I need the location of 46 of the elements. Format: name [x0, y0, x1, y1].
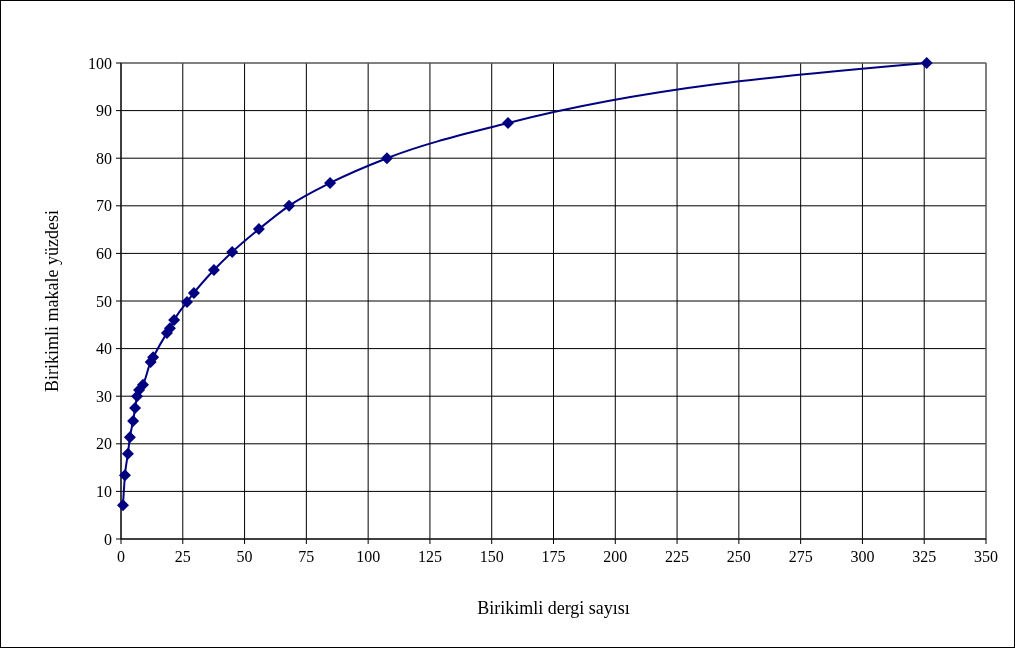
x-tick-label: 175	[541, 548, 566, 565]
point	[137, 378, 149, 391]
y-tick-label: 10	[96, 483, 112, 500]
x-tick-label: 25	[174, 548, 191, 565]
point	[168, 314, 181, 327]
point	[324, 176, 337, 189]
point	[121, 447, 134, 460]
x-tick-label: 0	[117, 548, 125, 565]
y-tick-label: 40	[96, 340, 112, 358]
y-tick-label: 100	[88, 54, 112, 72]
x-tick-label: 100	[356, 548, 381, 565]
point	[180, 295, 193, 308]
y-tick-label: 80	[96, 149, 112, 167]
y-tick-label: 70	[96, 197, 112, 215]
x-tick-label: 275	[788, 548, 813, 565]
point	[207, 264, 220, 277]
y-tick-label: 50	[96, 292, 112, 310]
y-tick-label: 20	[96, 435, 112, 453]
y-tick-label: 60	[96, 245, 112, 262]
point	[116, 499, 129, 512]
x-tick-label: 225	[665, 548, 690, 565]
y-tick-label: 0	[104, 530, 112, 548]
point	[118, 469, 131, 482]
x-tick-label: 350	[974, 548, 998, 565]
point	[226, 245, 239, 258]
point	[283, 199, 296, 212]
point	[380, 152, 393, 165]
point	[252, 223, 265, 236]
x-tick-label: 200	[603, 548, 628, 565]
y-tick-label: 90	[96, 102, 112, 120]
x-tick-label: 325	[912, 548, 937, 565]
x-tick-label: 50	[236, 548, 253, 565]
point	[129, 402, 142, 415]
y-axis-title: Birikimli makale yüzdesi	[42, 210, 62, 392]
point	[920, 57, 933, 69]
x-tick-label: 250	[726, 548, 751, 565]
point	[123, 431, 136, 444]
x-tick-label: 125	[417, 548, 442, 565]
point	[502, 116, 515, 129]
y-tick-label: 30	[96, 387, 112, 405]
point	[187, 286, 200, 299]
x-axis-title: Birikimli dergi sayısı	[477, 598, 630, 618]
x-tick-label: 75	[298, 548, 315, 565]
x-tick-label: 300	[850, 548, 875, 565]
x-tick-label: 150	[479, 548, 504, 565]
point	[127, 414, 140, 427]
